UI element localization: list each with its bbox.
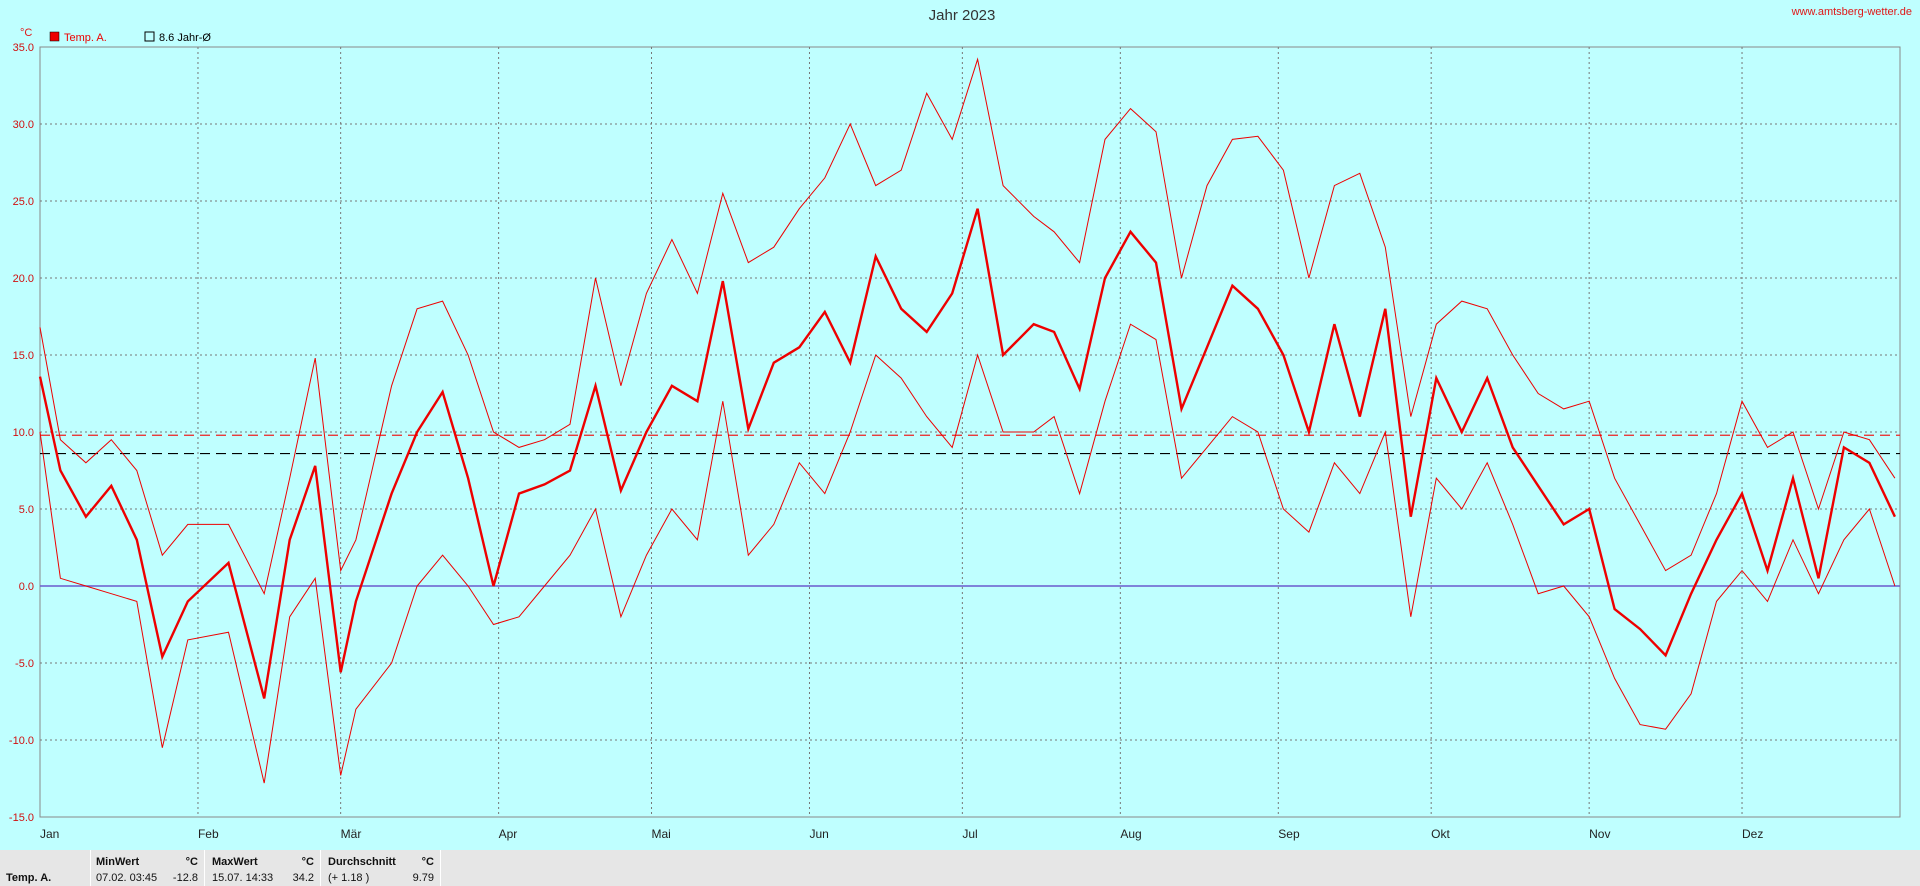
min-unit: °C bbox=[185, 856, 198, 868]
x-tick-label: Jun bbox=[809, 827, 828, 841]
y-tick-label: 10.0 bbox=[13, 427, 34, 439]
legend-swatch-temp bbox=[49, 31, 60, 42]
x-tick-label: Feb bbox=[198, 827, 219, 841]
y-tick-label: -15.0 bbox=[9, 812, 34, 824]
min-value-cell: MinWert °C 07.02. 03:45 -12.8 bbox=[90, 850, 205, 886]
y-unit-label: °C bbox=[20, 27, 32, 39]
y-tick-label: 35.0 bbox=[13, 42, 34, 54]
max-datetime: 15.07. 14:33 bbox=[212, 872, 274, 884]
chart-title: Jahr 2023 bbox=[929, 7, 996, 24]
x-tick-label: Mai bbox=[652, 827, 671, 841]
max-header: MaxWert bbox=[212, 856, 258, 868]
avg-delta: (+ 1.18 ) bbox=[328, 872, 370, 884]
temperature-chart: 35.0 30.0 25.0 20.0 15.0 10.0 5.0 0.0 -5.0 -10.0 -… bbox=[9, 6, 1912, 841]
stats-row-label-cell: Temp. A. bbox=[0, 850, 91, 886]
avg-value: 9.79 bbox=[412, 872, 434, 884]
reference-lines bbox=[40, 434, 1900, 587]
min-datetime: 07.02. 03:45 bbox=[96, 872, 158, 884]
min-header: MinWert bbox=[96, 856, 140, 868]
x-tick-label: Mär bbox=[341, 827, 362, 841]
mean-temperature-line bbox=[38, 208, 1896, 699]
y-tick-label: 15.0 bbox=[13, 350, 34, 362]
series-group bbox=[38, 57, 1896, 784]
x-tick-label: Apr bbox=[499, 827, 518, 841]
avg-header: Durchschnitt bbox=[328, 856, 396, 868]
y-tick-label: 30.0 bbox=[13, 119, 34, 131]
max-value-cell: MaxWert °C 15.07. 14:33 34.2 bbox=[206, 850, 321, 886]
x-tick-label: Sep bbox=[1278, 827, 1300, 841]
legend-label-avg: 8.6 Jahr-Ø bbox=[159, 32, 211, 44]
y-tick-label: -5.0 bbox=[15, 658, 34, 670]
y-tick-label: 5.0 bbox=[19, 504, 34, 516]
x-axis-ticks: Jan Feb Mär Apr Mai Jun Jul Aug Sep Okt Nov Dez bbox=[40, 827, 1763, 841]
max-value: 34.2 bbox=[292, 872, 314, 884]
website-link[interactable]: www.amtsberg-wetter.de bbox=[1791, 6, 1912, 18]
average-cell: Durchschnitt °C (+ 1.18 ) 9.79 bbox=[322, 850, 441, 886]
stats-row-label: Temp. A. bbox=[6, 872, 52, 884]
y-tick-label: 25.0 bbox=[13, 196, 34, 208]
max-unit: °C bbox=[301, 856, 314, 868]
stats-bar: Temp. A. MinWert °C 07.02. 03:45 -12.8 M… bbox=[0, 850, 1920, 886]
x-tick-label: Dez bbox=[1742, 827, 1763, 841]
legend-label-temp: Temp. A. bbox=[64, 32, 107, 44]
min-temperature-line bbox=[39, 323, 1896, 784]
x-tick-label: Nov bbox=[1589, 827, 1610, 841]
x-tick-label: Aug bbox=[1120, 827, 1141, 841]
y-tick-label: 0.0 bbox=[19, 581, 34, 593]
x-tick-label: Okt bbox=[1431, 827, 1450, 841]
min-value: -12.8 bbox=[172, 872, 198, 884]
avg-unit: °C bbox=[421, 856, 434, 868]
x-tick-label: Jul bbox=[962, 827, 977, 841]
y-tick-label: 20.0 bbox=[13, 273, 34, 285]
legend-swatch-avg bbox=[144, 31, 155, 42]
legend: Temp. A. 8.6 Jahr-Ø bbox=[49, 31, 211, 44]
y-axis-ticks: 35.0 30.0 25.0 20.0 15.0 10.0 5.0 0.0 -5.0 -10.0 -… bbox=[9, 42, 34, 824]
max-temperature-line bbox=[39, 57, 1896, 596]
y-tick-label: -10.0 bbox=[9, 735, 34, 747]
x-tick-label: Jan bbox=[40, 827, 59, 841]
